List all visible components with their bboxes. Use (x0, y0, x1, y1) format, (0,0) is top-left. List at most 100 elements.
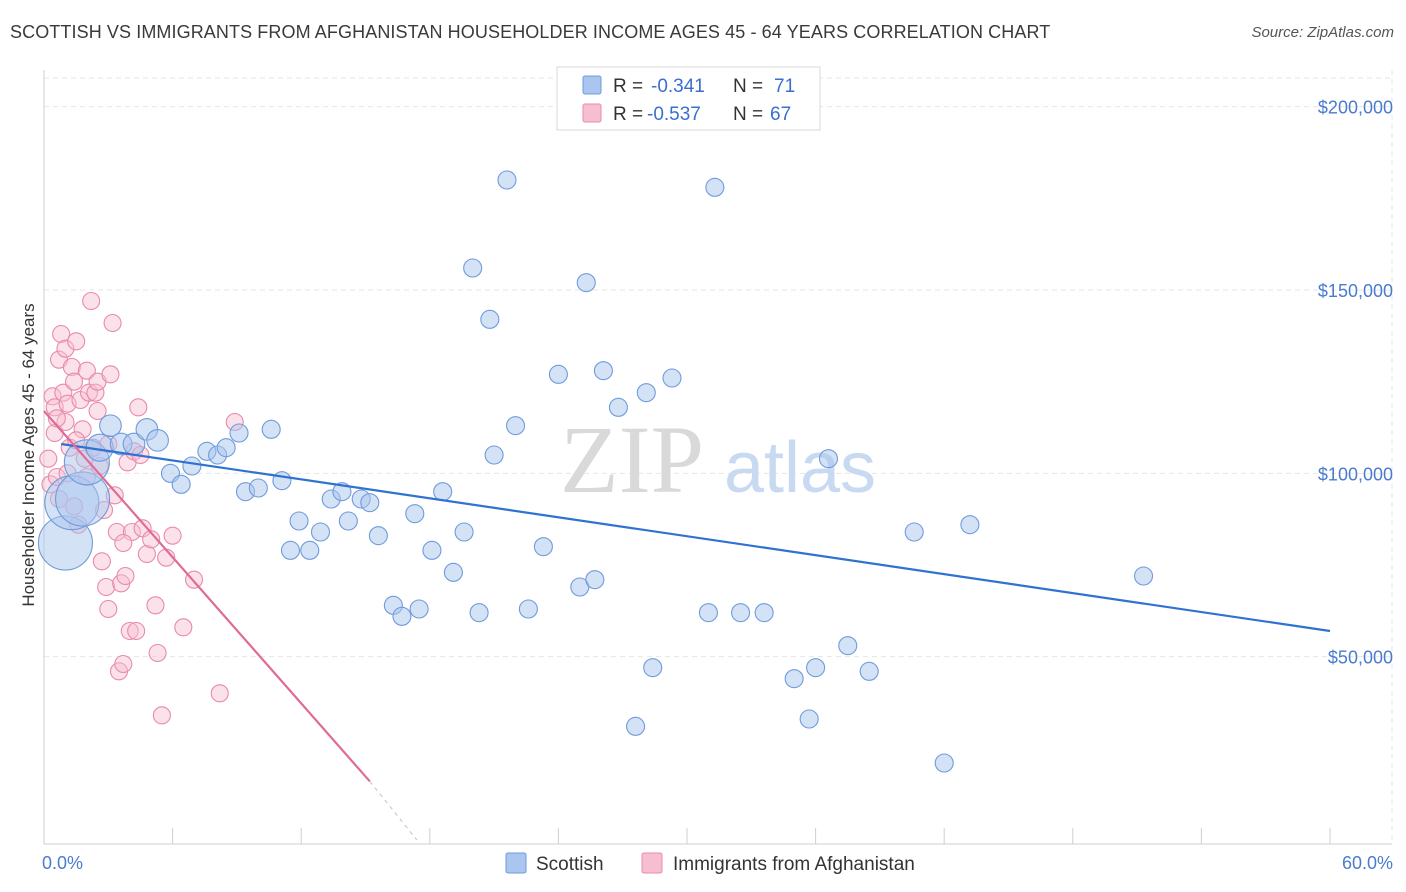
scottish-point-63 (859, 661, 879, 681)
afghanistan-point-65 (114, 533, 133, 553)
scottish-trend-line (60, 442, 1331, 633)
legend-r-label-2: R = (613, 104, 643, 125)
scottish-point-23 (300, 540, 320, 560)
scottish-point-33 (405, 504, 425, 524)
scottish-point-32 (392, 606, 412, 626)
afghanistan-point-37 (107, 522, 126, 542)
scottish-point-40 (497, 170, 517, 190)
afghanistan-point-47 (129, 398, 148, 417)
afghanistan-point-10 (56, 339, 75, 358)
legend-r-value-2: -0.537 (647, 104, 701, 125)
scottish-point-53 (662, 368, 682, 388)
afghanistan-point-2 (43, 387, 62, 406)
y-tick-label-2: $150,000 (1318, 281, 1393, 301)
scottish-point-62 (838, 636, 858, 656)
legend-r-value-1: -0.341 (651, 76, 705, 97)
afghanistan-point-14 (62, 357, 81, 377)
legend-n-label-1: N = (733, 76, 763, 97)
scottish-point-39 (484, 445, 504, 465)
scottish-point-43 (533, 537, 553, 557)
afghanistan-point-40 (114, 654, 133, 674)
series-legend-swatch-scottish (505, 852, 527, 874)
afghanistan-point-31 (97, 577, 116, 597)
afghanistan-point-46 (127, 621, 146, 641)
scottish-point-26 (332, 482, 352, 502)
series-legend-swatch-afghanistan (641, 852, 663, 874)
scottish-point-22 (289, 511, 309, 531)
scottish-point-68 (409, 599, 429, 619)
scottish-point-16 (229, 423, 249, 443)
scottish-point-38 (469, 603, 489, 623)
scottish-point-11 (171, 474, 191, 494)
scottish-point-59 (799, 709, 819, 729)
correlation-legend: R = -0.341 N = 71 R = -0.537 N = 67 (556, 66, 821, 131)
scottish-point-49 (608, 397, 628, 417)
series-legend: Scottish Immigrants from Afghanistan (505, 852, 915, 875)
scottish-point-36 (443, 562, 463, 582)
afghanistan-point-52 (146, 596, 165, 615)
scottish-point-60 (806, 658, 826, 678)
afghanistan-point-22 (77, 361, 96, 380)
scottish-point-52 (643, 658, 663, 678)
afghanistan-point-50 (137, 544, 156, 564)
scottish-point-69 (463, 258, 483, 278)
scottish-point-64 (904, 522, 924, 542)
legend-n-label-2: N = (733, 104, 763, 125)
trend-lines (43, 410, 1331, 841)
afghanistan-point-32 (99, 599, 118, 619)
scottish-point-51 (636, 383, 656, 403)
scottish-point-35 (433, 482, 453, 502)
scottish-point-15 (216, 438, 236, 458)
afghanistan-point-35 (103, 313, 122, 333)
afghanistan-point-51 (142, 530, 161, 549)
legend-n-value-2: 67 (770, 104, 791, 125)
y-tick-labels: $50,000 $100,000 $150,000 $200,000 (1318, 98, 1393, 668)
series-legend-label-scottish: Scottish (536, 854, 604, 875)
afghanistan-point-53 (148, 643, 167, 663)
x-tick-label-0: 0.0% (42, 853, 83, 873)
scottish-point-47 (585, 570, 605, 590)
scottish-point-65 (934, 753, 954, 773)
afghanistan-point-9 (54, 383, 73, 402)
legend-r-label-1: R = (613, 76, 643, 97)
scottish-point-70 (480, 309, 500, 329)
watermark-atlas: atlas (724, 428, 876, 508)
watermark-zip: ZIP (560, 406, 704, 513)
y-tick-label-3: $200,000 (1318, 98, 1393, 118)
scottish-point-67 (1133, 566, 1154, 586)
afghanistan-point-43 (120, 621, 139, 641)
scottish-point-42 (518, 599, 538, 619)
afghanistan-point-8 (52, 324, 71, 344)
scottish-point-12 (182, 456, 202, 476)
scottish-point-66 (960, 515, 980, 535)
afghanistan-point-20 (73, 420, 92, 439)
scottish-point-24 (310, 522, 331, 542)
x-tick-labels: 0.0% 60.0% (42, 853, 1393, 873)
chart-title: SCOTTISH VS IMMIGRANTS FROM AFGHANISTAN … (10, 22, 1051, 42)
scottish-point-30 (368, 526, 388, 546)
afghanistan-point-24 (82, 291, 101, 311)
x-tick-label-1: 60.0% (1342, 853, 1393, 873)
scottish-point-46 (576, 273, 596, 293)
y-tick-label-0: $50,000 (1328, 648, 1393, 668)
grid-lines (44, 70, 1393, 840)
y-tick-label-1: $100,000 (1318, 464, 1393, 484)
afghanistan-point-26 (86, 383, 105, 402)
scottish-point-44 (548, 364, 568, 384)
scottish-point-58 (784, 669, 804, 689)
scottish-point-5 (99, 414, 122, 438)
afghanistan-point-57 (174, 618, 193, 637)
afghanistan-point-17 (67, 332, 86, 351)
afghanistan-point-54 (152, 706, 171, 725)
y-axis-label: Householder Income Ages 45 - 64 years (19, 303, 38, 606)
scottish-point-37 (454, 522, 474, 542)
scottish-point-54 (698, 603, 718, 623)
axes (43, 70, 1392, 845)
afghanistan-point-56 (163, 526, 182, 545)
source-label: Source: ZipAtlas.com (1251, 24, 1394, 41)
scottish-point-57 (754, 603, 774, 623)
afghanistan-point-66 (88, 401, 107, 421)
scottish-point-50 (626, 716, 646, 736)
afghanistan-point-15 (64, 372, 84, 391)
